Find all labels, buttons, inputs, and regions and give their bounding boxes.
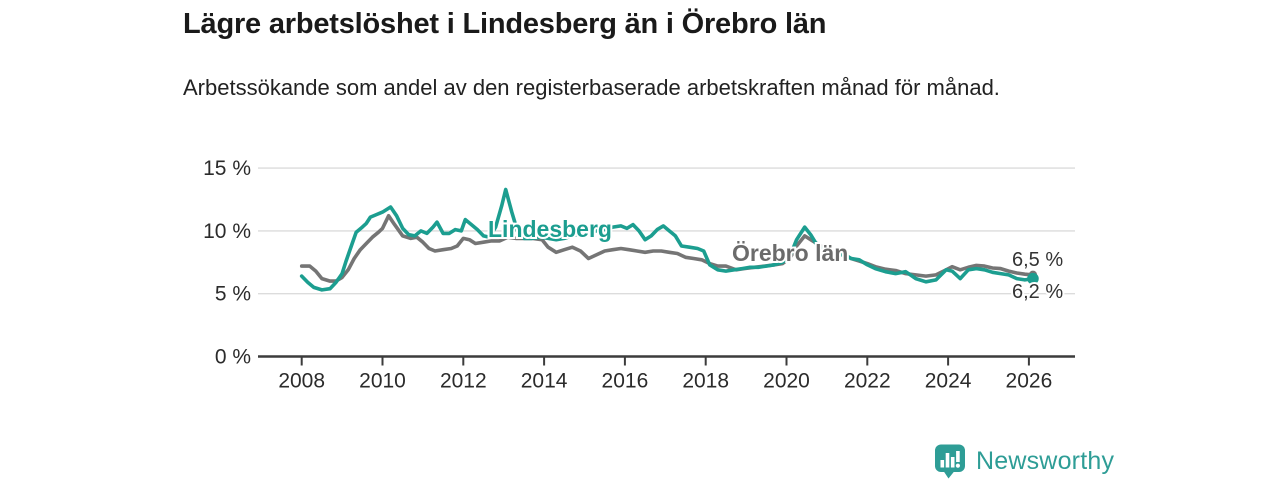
end-value-label-lindesberg: 6,2 % [1012, 281, 1063, 303]
x-tick-label: 2012 [440, 370, 487, 393]
end-value-label--rebro-l-n: 6,5 % [1012, 249, 1063, 271]
chart-subtitle: Arbetssökande som andel av den registerb… [183, 75, 1000, 100]
x-tick-label: 2010 [359, 370, 406, 393]
y-tick-label: 15 % [203, 157, 251, 180]
newsworthy-wordmark: Newsworthy [976, 446, 1115, 475]
x-tick-label: 2016 [602, 370, 649, 393]
newsworthy-icon [935, 444, 965, 479]
series-line-lindesberg [299, 187, 1035, 292]
series-end-dot-lindesberg [1027, 272, 1039, 285]
series-label-lindesberg: Lindesberg [488, 216, 612, 242]
y-tick-label: 10 % [203, 220, 251, 243]
x-tick-label: 2014 [521, 370, 568, 393]
x-tick-label: 2008 [278, 370, 325, 393]
x-tick-label: 2024 [925, 370, 972, 393]
x-tick-label: 2020 [763, 370, 810, 393]
newsworthy-logo: Newsworthy [933, 443, 1114, 479]
series-line--rebro-l-n [299, 214, 1035, 283]
y-tick-label: 5 % [215, 283, 251, 306]
x-tick-label: 2022 [844, 370, 891, 393]
y-tick-label: 0 % [215, 346, 251, 369]
series-label--rebro-l-n: Örebro län [732, 240, 848, 266]
x-tick-label: 2026 [1006, 370, 1053, 393]
page-title: Lägre arbetslöshet i Lindesberg än i Öre… [183, 8, 827, 40]
x-tick-label: 2018 [682, 370, 729, 393]
